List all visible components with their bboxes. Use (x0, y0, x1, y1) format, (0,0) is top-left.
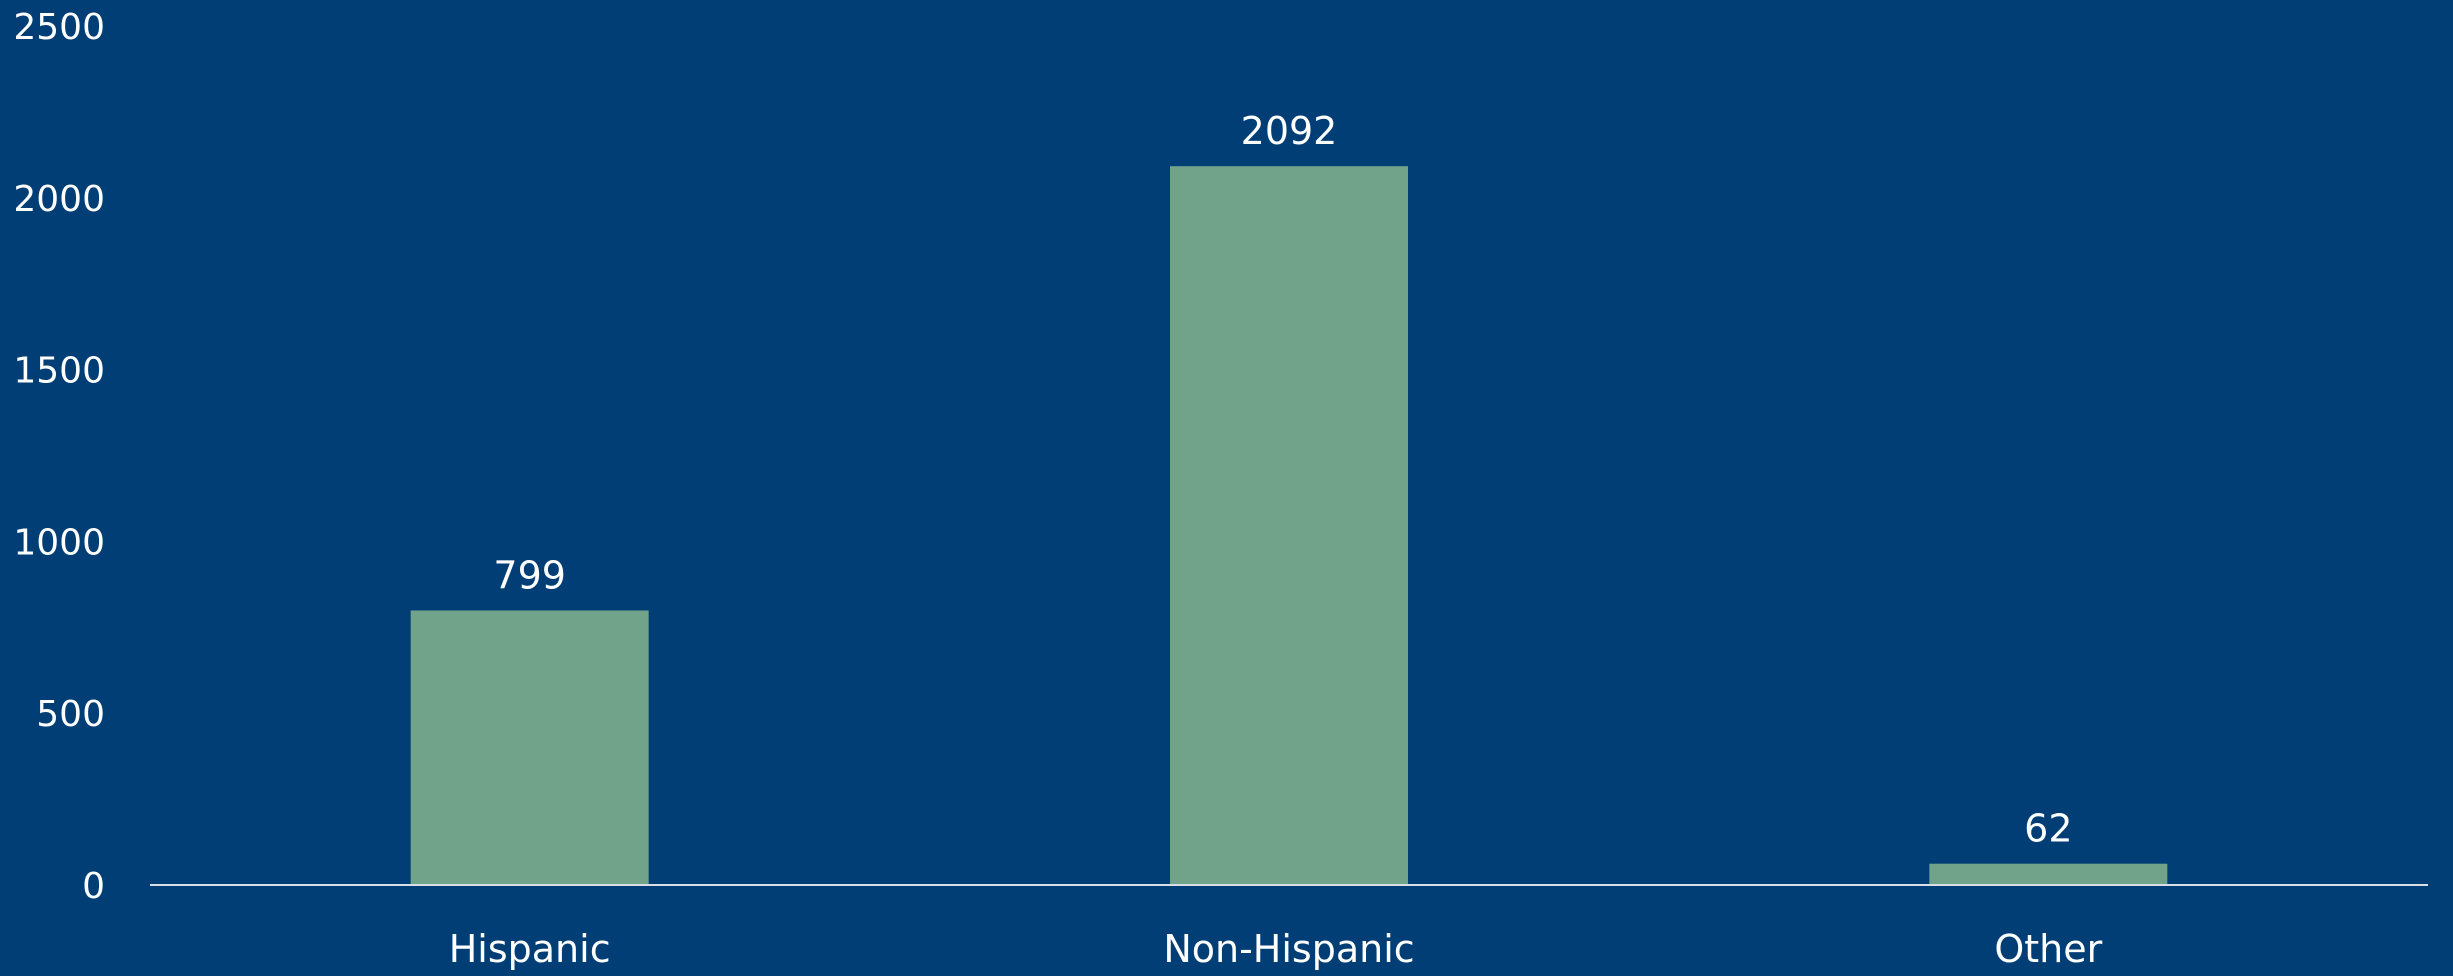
y-axis: 0 500 1000 1500 2000 2500 (13, 7, 105, 907)
y-tick-label: 1000 (13, 522, 105, 563)
y-tick-label: 1500 (13, 351, 105, 392)
data-label: 799 (493, 553, 566, 597)
bar-other (1929, 863, 2168, 885)
x-category-label: Hispanic (449, 927, 611, 971)
y-tick-label: 500 (36, 694, 105, 735)
bar-hispanic (410, 610, 649, 885)
bar-non-hispanic (1170, 166, 1408, 886)
y-tick-label: 2500 (13, 7, 105, 48)
bars (410, 166, 2168, 886)
x-category-label: Other (1994, 927, 2102, 971)
data-label: 62 (2024, 807, 2072, 851)
y-tick-label: 2000 (13, 179, 105, 220)
x-category-label: Non-Hispanic (1163, 927, 1414, 971)
data-label: 2092 (1241, 109, 1338, 153)
y-tick-label: 0 (82, 866, 105, 907)
x-axis: Hispanic Non-Hispanic Other (150, 884, 2428, 971)
data-labels: 799 2092 62 (493, 109, 2072, 851)
